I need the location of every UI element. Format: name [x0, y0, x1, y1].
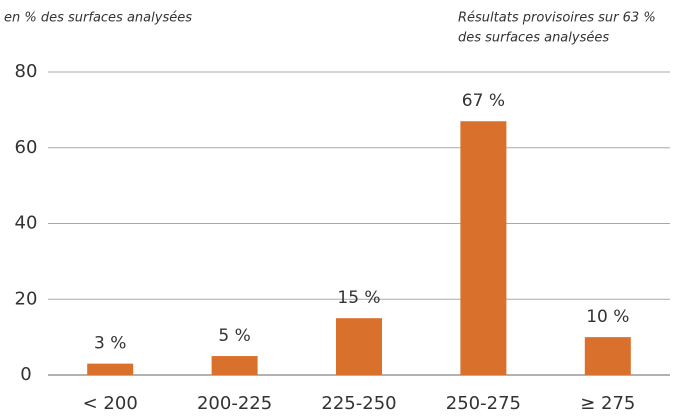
annotation: Résultats provisoires sur 63 %	[458, 11, 656, 26]
bar	[460, 121, 507, 375]
value-label: 10 %	[586, 307, 629, 327]
x-tick-label: 225-250	[321, 393, 396, 414]
y-tick-label: 20	[15, 288, 38, 309]
annotation: des surfaces analysées	[458, 31, 609, 46]
bar	[87, 363, 134, 375]
x-tick-label: 200-225	[197, 393, 272, 414]
value-label: 3 %	[94, 334, 126, 354]
y-tick-label: 40	[15, 213, 38, 234]
x-tick-label: < 200	[83, 393, 138, 414]
bar	[211, 356, 258, 375]
value-label: 5 %	[218, 326, 250, 346]
y-tick-label: 0	[20, 364, 31, 385]
bar	[336, 318, 382, 375]
x-tick-label: ≥ 275	[580, 393, 635, 414]
bar	[584, 337, 631, 375]
y-tick-label: 80	[15, 61, 38, 82]
value-label: 67 %	[462, 91, 505, 111]
value-label: 15 %	[337, 288, 380, 308]
y-tick-label: 60	[15, 137, 38, 158]
x-tick-label: 250-275	[446, 393, 521, 414]
chart-subtitle: en % des surfaces analysées	[4, 11, 192, 26]
